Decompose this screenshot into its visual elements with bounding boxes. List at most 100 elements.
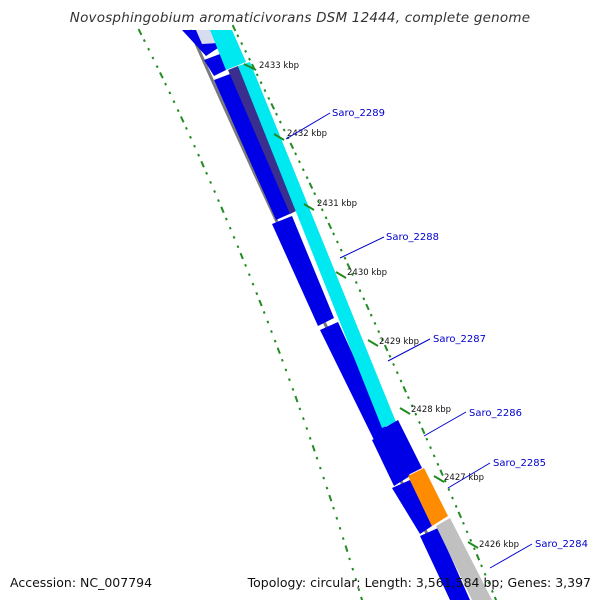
scale-dot — [302, 417, 305, 421]
scale-dot — [289, 142, 295, 150]
cds-block — [436, 518, 492, 600]
scale-dot — [414, 412, 418, 416]
scale-dot — [205, 171, 209, 175]
scale-dot — [251, 282, 255, 286]
scale-dot — [217, 199, 220, 203]
map-title: Novosphingobium aromaticivorans DSM 1244… — [69, 10, 531, 26]
scale-dot — [282, 128, 286, 132]
scale-dot — [429, 446, 432, 450]
scale-dot — [327, 222, 333, 230]
scale-dot — [224, 217, 228, 221]
scale-dot — [189, 135, 192, 139]
scale-dot — [332, 506, 335, 510]
scale-dot — [380, 338, 384, 342]
scale-dot — [325, 486, 329, 490]
gene-label: Saro_2288 — [386, 232, 439, 243]
scale-dot — [410, 404, 414, 408]
scale-dot — [236, 245, 240, 249]
scale-dot — [322, 476, 326, 480]
scale-dot — [332, 232, 336, 236]
scale-dot — [262, 311, 266, 314]
inner-tick-ring — [231, 24, 498, 600]
scale-dot — [469, 538, 473, 542]
scale-dot — [346, 262, 352, 270]
cds-block — [204, 54, 226, 76]
cds-block — [272, 216, 334, 326]
scale-dot — [348, 557, 351, 561]
cds-block — [214, 74, 294, 220]
scale-dot — [155, 65, 159, 69]
scale-dot — [362, 297, 366, 301]
scale-dot — [278, 120, 282, 124]
scale-dot — [137, 28, 143, 36]
genome-summary: Topology: circular; Length: 3,561,584 bp… — [247, 575, 591, 590]
scale-dot — [259, 81, 263, 85]
scale-dot — [263, 89, 267, 93]
scale-dot — [298, 160, 301, 164]
scale-dot — [395, 371, 399, 375]
scale-dot — [197, 153, 201, 157]
scale-dot — [335, 516, 339, 520]
scale-dot — [324, 216, 328, 220]
scale-dot — [294, 395, 299, 403]
scale-dot — [338, 526, 342, 530]
scale-dot — [320, 208, 324, 212]
scale-dot — [432, 454, 436, 458]
scale-dot — [228, 226, 232, 230]
scale-dot — [483, 572, 487, 576]
scale-dot — [184, 126, 188, 130]
scale-dot — [267, 96, 271, 100]
tick-label: 2429 kbp — [379, 337, 419, 347]
scale-dot — [490, 589, 494, 593]
gene-label: Saro_2286 — [469, 408, 522, 419]
scale-dot — [354, 577, 358, 581]
scale-dot — [462, 521, 465, 525]
scale-dot — [344, 545, 349, 552]
cds-block — [392, 480, 432, 534]
cds-block — [420, 528, 470, 600]
scale-dot — [388, 354, 392, 358]
scale-dot — [365, 303, 370, 311]
scale-dot — [341, 537, 345, 540]
scale-dot — [480, 564, 483, 568]
cds-block — [320, 322, 390, 444]
scale-dot — [276, 347, 281, 355]
scale-dot — [258, 299, 263, 307]
scale-dot — [142, 39, 146, 43]
scale-dot — [319, 466, 322, 470]
scale-dot — [179, 116, 185, 123]
scale-dot — [305, 427, 309, 430]
tick-label: 2426 kbp — [479, 540, 519, 550]
scale-dot — [343, 256, 347, 260]
scale-dot — [328, 494, 333, 502]
cds-block — [384, 420, 422, 476]
scale-dot — [308, 436, 312, 440]
scale-dot — [147, 47, 151, 51]
scale-dot — [255, 73, 259, 77]
scale-dot — [487, 581, 491, 585]
scale-dot — [273, 339, 277, 343]
scale-dot — [159, 72, 164, 79]
scale-dot — [451, 496, 454, 500]
scale-dot — [472, 547, 476, 551]
scale-dot — [244, 263, 247, 267]
cds-block — [408, 468, 448, 526]
scale-dot — [270, 330, 273, 334]
scale-dot — [443, 479, 447, 483]
scale-dot — [168, 91, 172, 95]
scale-dot — [465, 530, 469, 534]
scale-dot — [360, 596, 364, 600]
scale-dot — [164, 82, 168, 86]
scale-dot — [248, 57, 251, 61]
tick-label: 2433 kbp — [259, 61, 299, 71]
scale-dot — [457, 511, 463, 519]
scale-dot — [317, 200, 320, 204]
scale-dot — [420, 427, 426, 435]
scale-dot — [339, 248, 343, 252]
scale-dot — [247, 273, 251, 277]
scale-dot — [298, 407, 302, 411]
gene-label: Saro_2285 — [493, 458, 546, 469]
tick-label: 2432 kbp — [287, 129, 327, 139]
scale-dot — [305, 176, 309, 180]
